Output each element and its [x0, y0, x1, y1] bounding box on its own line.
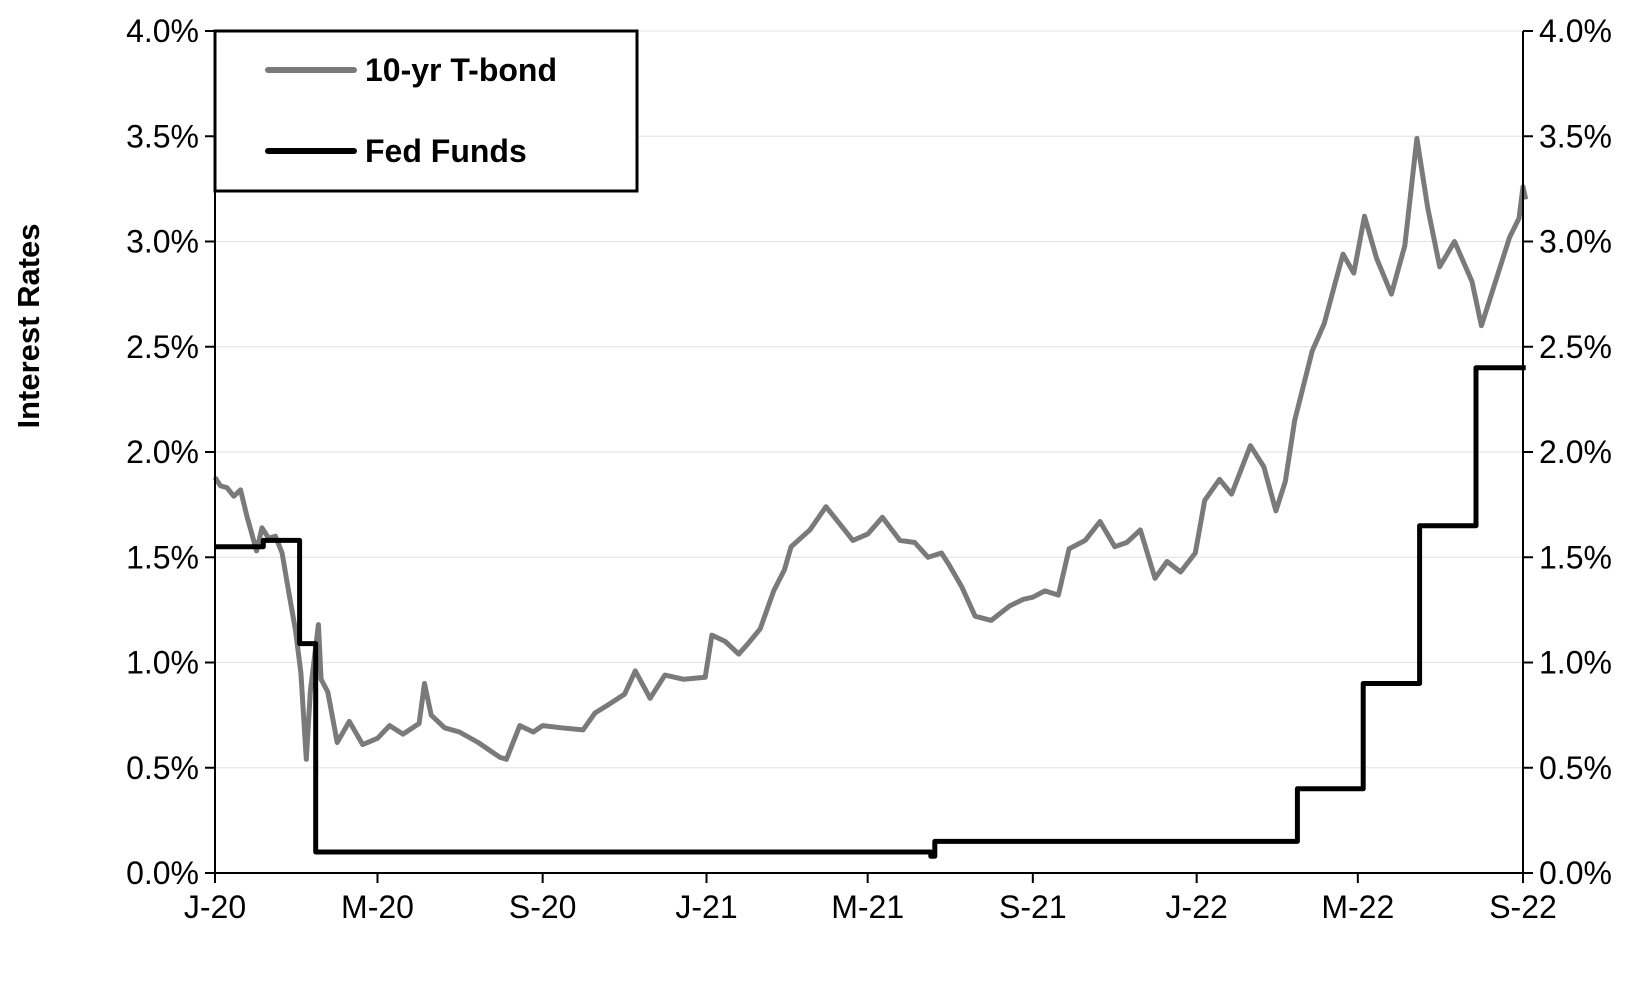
- y-tick-label-right: 2.0%: [1539, 434, 1612, 470]
- x-tick-label: M-21: [831, 889, 904, 925]
- y-tick-label: 0.0%: [126, 855, 199, 891]
- y-tick-label-right: 3.0%: [1539, 224, 1612, 260]
- x-tick-label: J-22: [1166, 889, 1228, 925]
- legend: 10-yr T-bond Fed Funds: [213, 29, 639, 193]
- y-tick-label: 2.5%: [126, 329, 199, 365]
- axes: 0.0% 0.0% 0.5% 0.5% 1.0% 1.0% 1.5% 1.5% 2.0% 2.0%…: [126, 13, 1612, 925]
- legend-label-fedfunds: Fed Funds: [365, 133, 527, 169]
- y-tick-label-right: 1.0%: [1539, 645, 1612, 681]
- y-axis-title: Interest Rates: [11, 223, 46, 428]
- legend-box: [213, 29, 639, 193]
- x-tick-label: J-21: [675, 889, 737, 925]
- y-tick-label: 2.0%: [126, 434, 199, 470]
- series-line-fedfunds: [215, 365, 1526, 859]
- x-tick-label: J-20: [184, 889, 246, 925]
- y-tick-label: 3.0%: [126, 224, 199, 260]
- y-tick-label: 1.5%: [126, 539, 199, 575]
- x-tick-label: M-22: [1321, 889, 1394, 925]
- y-tick-label-right: 1.5%: [1539, 539, 1612, 575]
- x-tick-label: S-22: [1489, 889, 1557, 925]
- y-tick-label-right: 2.5%: [1539, 329, 1612, 365]
- series-line-tbond: [212, 135, 1529, 762]
- y-tick-label: 4.0%: [126, 13, 199, 49]
- data-series: [212, 135, 1529, 859]
- legend-label-tbond: 10-yr T-bond: [365, 52, 557, 88]
- y-tick-label: 1.0%: [126, 645, 199, 681]
- y-tick-label: 0.5%: [126, 750, 199, 786]
- y-tick-label-right: 4.0%: [1539, 13, 1612, 49]
- x-tick-label: M-20: [341, 889, 414, 925]
- y-tick-label: 3.5%: [126, 118, 199, 154]
- y-tick-label-right: 0.5%: [1539, 750, 1612, 786]
- y-tick-label-right: 0.0%: [1539, 855, 1612, 891]
- x-tick-label: S-20: [509, 889, 577, 925]
- x-tick-label: S-21: [999, 889, 1067, 925]
- y-tick-label-right: 3.5%: [1539, 118, 1612, 154]
